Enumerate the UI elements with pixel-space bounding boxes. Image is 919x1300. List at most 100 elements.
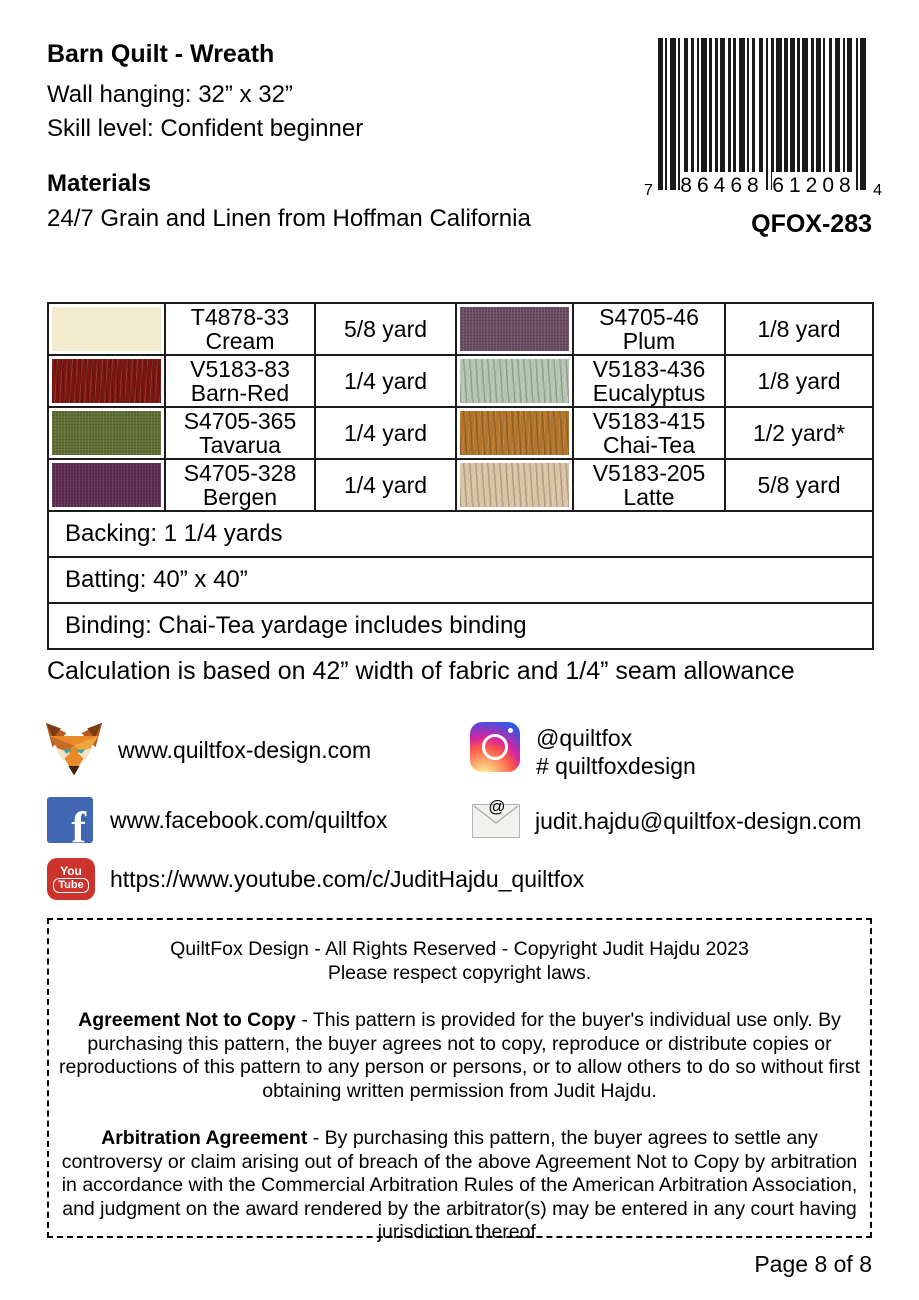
website-url: www.quiltfox-design.com	[118, 736, 372, 763]
fabric-name-cell: S4705-328 Bergen	[164, 458, 316, 512]
facebook-row: f www.facebook.com/quiltfox	[47, 797, 387, 843]
email-icon: @	[472, 797, 520, 838]
fabric-name-cell: V5183-436 Eucalyptus	[572, 354, 726, 408]
fabric-swatch-cell	[455, 406, 574, 460]
barcode-block: 7 86468 61208 4 QFOX-283	[644, 38, 882, 239]
email-row: @ judit.hajdu@quiltfox-design.com	[472, 797, 862, 838]
fabric-yardage-cell: 1/2 yard*	[724, 406, 874, 460]
fabric-yardage-cell: 5/8 yard	[724, 458, 874, 512]
fabric-name: Eucalyptus	[592, 380, 706, 406]
page-title: Barn Quilt - Wreath	[47, 40, 275, 68]
fabric-swatch	[460, 411, 569, 455]
fabric-swatch-cell	[455, 458, 574, 512]
backing-row: Backing: 1 1/4 yards	[47, 510, 874, 558]
facebook-icon: f	[47, 797, 93, 843]
fabric-name-cell: V5183-83 Barn-Red	[164, 354, 316, 408]
fabric-code: V5183-83	[190, 356, 290, 382]
page-number: Page 8 of 8	[754, 1251, 872, 1277]
copyright-line2: Please respect copyright laws.	[327, 961, 592, 984]
email-address: judit.hajdu@quiltfox-design.com	[535, 807, 862, 834]
fabric-yardage-cell: 1/4 yard	[314, 458, 457, 512]
fabric-code: V5183-205	[592, 460, 706, 486]
fabric-name-cell: S4705-365 Tavarua	[164, 406, 316, 460]
binding-row: Binding: Chai-Tea yardage includes bindi…	[47, 602, 874, 650]
fabric-swatch-cell	[47, 354, 166, 408]
quiltfox-logo-icon	[45, 722, 103, 776]
fabric-swatch-cell	[47, 302, 166, 356]
arbitration-paragraph: Arbitration Agreement - By purchasing th…	[61, 1127, 858, 1243]
barcode-digit-left: 7	[644, 182, 653, 199]
fabric-swatch	[52, 307, 161, 351]
instagram-row: @quiltfox # quiltfoxdesign	[470, 722, 696, 780]
fabric-name: Tavarua	[199, 432, 281, 458]
facebook-url: www.facebook.com/quiltfox	[110, 806, 388, 833]
fabric-code: V5183-436	[592, 356, 706, 382]
table-row: S4705-365 Tavarua 1/4 yard V5183-415 Chai-…	[47, 406, 874, 460]
table-row: Batting: 40” x 40”	[47, 556, 874, 604]
upc-barcode: 7 86468 61208 4	[644, 38, 882, 199]
barcode-group-2: 61208	[772, 172, 856, 198]
barcode-digit-right: 4	[873, 182, 882, 199]
table-row: S4705-328 Bergen 1/4 yard V5183-205 Latte …	[47, 458, 874, 512]
fabric-name-cell: T4878-33 Cream	[164, 302, 316, 356]
table-row: Binding: Chai-Tea yardage includes bindi…	[47, 602, 874, 650]
instagram-hashtag: # quiltfoxdesign	[536, 753, 696, 779]
table-row: Backing: 1 1/4 yards	[47, 510, 874, 558]
arbitration-title: Arbitration Agreement	[101, 1127, 308, 1149]
size-line: Wall hanging: 32” x 32”	[47, 81, 293, 108]
youtube-url: https://www.youtube.com/c/JuditHajdu_qui…	[110, 865, 585, 892]
fabric-name-cell: V5183-415 Chai-Tea	[572, 406, 726, 460]
fabric-name: Plum	[622, 328, 676, 354]
agreement-paragraph: Agreement Not to Copy - This pattern is …	[58, 1009, 860, 1102]
fabric-yardage-cell: 1/8 yard	[724, 302, 874, 356]
fabric-code: S4705-365	[183, 408, 297, 434]
youtube-icon: You Tube	[47, 858, 95, 900]
fabric-swatch	[52, 359, 161, 403]
copyright-lines: QuiltFox Design - All Rights Reserved - …	[55, 938, 864, 985]
calculation-note: Calculation is based on 42” width of fab…	[47, 657, 795, 685]
fabric-swatch-cell	[455, 302, 574, 356]
fabric-swatch-cell	[455, 354, 574, 408]
fabric-name: Bergen	[202, 484, 278, 510]
skill-level-line: Skill level: Confident beginner	[47, 115, 364, 142]
fabric-yardage-cell: 1/4 yard	[314, 354, 457, 408]
fabric-name-cell: V5183-205 Latte	[572, 458, 726, 512]
batting-row: Batting: 40” x 40”	[47, 556, 874, 604]
fabric-swatch	[460, 307, 569, 351]
fabric-code: S4705-46	[599, 304, 699, 330]
materials-heading: Materials	[47, 170, 152, 197]
fabric-code: T4878-33	[190, 304, 290, 330]
barcode-bars	[658, 38, 867, 190]
table-row: T4878-33 Cream 5/8 yard S4705-46 Plum 1/8 …	[47, 302, 874, 356]
fabric-name-cell: S4705-46 Plum	[572, 302, 726, 356]
product-code: QFOX-283	[751, 210, 872, 238]
fabric-yardage-cell: 5/8 yard	[314, 302, 457, 356]
copyright-box: QuiltFox Design - All Rights Reserved - …	[47, 918, 872, 1243]
fabric-swatch	[52, 411, 161, 455]
fabric-swatch	[52, 463, 161, 507]
fabric-swatch	[460, 463, 569, 507]
fabric-swatch	[460, 359, 569, 403]
instagram-icon	[470, 722, 520, 772]
fabric-yardage-cell: 1/8 yard	[724, 354, 874, 408]
website-row: www.quiltfox-design.com	[44, 720, 371, 780]
table-row: V5183-83 Barn-Red 1/4 yard V5183-436 Eucal…	[47, 354, 874, 408]
copyright-line1: QuiltFox Design - All Rights Reserved - …	[170, 938, 749, 960]
fabric-name: Cream	[205, 328, 275, 354]
fabric-name: Chai-Tea	[602, 432, 696, 458]
header: Barn Quilt - Wreath Wall hanging: 32” x …	[47, 40, 607, 236]
fabric-yardage-cell: 1/4 yard	[314, 406, 457, 460]
instagram-handle: @quiltfox	[536, 725, 633, 751]
youtube-row: You Tube https://www.youtube.com/c/Judit…	[47, 858, 584, 900]
fabric-code: V5183-415	[592, 408, 706, 434]
fabric-swatch-cell	[47, 458, 166, 512]
fabric-swatch-cell	[47, 406, 166, 460]
fabric-name: Latte	[623, 484, 675, 510]
fabric-name: Barn-Red	[190, 380, 290, 406]
barcode-group-1: 86468	[680, 172, 764, 198]
materials-source-line: 24/7 Grain and Linen from Hoffman Califo…	[47, 205, 531, 232]
materials-table: T4878-33 Cream 5/8 yard S4705-46 Plum 1/8 …	[47, 302, 874, 650]
agreement-title: Agreement Not to Copy	[78, 1009, 296, 1031]
fabric-code: S4705-328	[183, 460, 297, 486]
